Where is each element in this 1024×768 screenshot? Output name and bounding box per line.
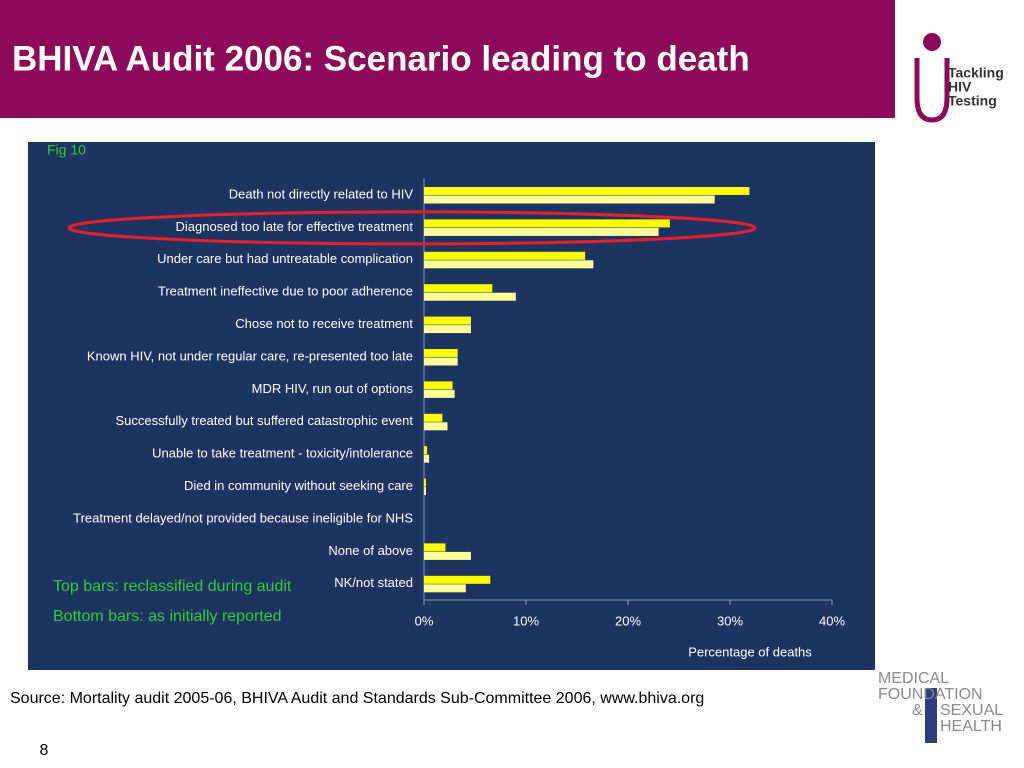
category-label: Death not directly related to HIV bbox=[229, 186, 414, 201]
bar bbox=[424, 543, 446, 552]
logo-text: MEDICAL bbox=[878, 670, 949, 687]
x-tick-label: 40% bbox=[819, 613, 845, 628]
bar bbox=[424, 349, 458, 357]
bar bbox=[424, 389, 455, 398]
logo-dot bbox=[923, 33, 941, 51]
logo-shape bbox=[914, 58, 950, 123]
page-number: 8 bbox=[40, 742, 49, 759]
bar bbox=[424, 284, 493, 293]
category-label: Unable to take treatment - toxicity/into… bbox=[152, 446, 413, 461]
bar bbox=[424, 357, 458, 366]
logo-text: HIV bbox=[948, 79, 972, 95]
logo-bottom: MEDICAL FOUNDATION & SEXUAL HEALTH bbox=[878, 670, 1003, 743]
category-label: MDR HIV, run out of options bbox=[252, 381, 414, 396]
bar bbox=[424, 187, 750, 195]
x-tick-label: 20% bbox=[615, 613, 641, 628]
category-label: Diagnosed too late for effective treatme… bbox=[175, 219, 413, 234]
bar bbox=[424, 575, 491, 584]
category-label: Under care but had untreatable complicat… bbox=[157, 251, 413, 266]
bar bbox=[424, 227, 659, 236]
category-label: Treatment ineffective due to poor adhere… bbox=[158, 284, 413, 299]
x-tick-label: 30% bbox=[717, 613, 743, 628]
header-bar bbox=[0, 0, 895, 118]
logo-top: Tackling HIV Testing bbox=[914, 33, 1004, 123]
bar bbox=[424, 219, 670, 228]
category-label: Treatment delayed/not provided because i… bbox=[73, 510, 413, 525]
logo-text: & bbox=[912, 702, 923, 719]
logo-text: SEXUAL bbox=[940, 702, 1003, 719]
category-label: None of above bbox=[328, 543, 413, 558]
slide-title: BHIVA Audit 2006: Scenario leading to de… bbox=[12, 39, 750, 78]
bar bbox=[424, 251, 586, 260]
category-label: Died in community without seeking care bbox=[184, 478, 413, 493]
bar bbox=[424, 325, 471, 334]
bar bbox=[424, 551, 471, 560]
bar bbox=[424, 195, 715, 204]
category-label: NK/not stated bbox=[334, 575, 413, 590]
category-label: Chose not to receive treatment bbox=[235, 316, 413, 331]
x-tick-label: 0% bbox=[415, 613, 434, 628]
bar bbox=[424, 478, 427, 487]
bar bbox=[424, 422, 448, 431]
bar bbox=[424, 413, 443, 422]
legend-entry: Bottom bars: as initially reported bbox=[53, 608, 282, 625]
x-tick-label: 10% bbox=[513, 613, 539, 628]
bar bbox=[424, 292, 516, 301]
category-label: Successfully treated but suffered catast… bbox=[116, 413, 414, 428]
bar bbox=[424, 584, 466, 593]
figure-label: Fig 10 bbox=[47, 142, 86, 158]
logo-bar bbox=[925, 688, 937, 743]
bar bbox=[424, 381, 453, 390]
category-label: Known HIV, not under regular care, re-pr… bbox=[87, 348, 413, 363]
logo-text: Tackling bbox=[948, 65, 1004, 81]
x-axis-label: Percentage of deaths bbox=[688, 644, 812, 659]
logo-text: HEALTH bbox=[940, 718, 1002, 735]
source: Source: Mortality audit 2005-06, BHIVA A… bbox=[10, 690, 704, 707]
highlight-ellipse bbox=[67, 210, 757, 246]
logo-text: FOUNDATION bbox=[878, 686, 983, 703]
bar bbox=[424, 446, 428, 455]
bar bbox=[424, 487, 427, 496]
legend-entry: Top bars: reclassified during audit bbox=[53, 578, 292, 595]
bar bbox=[424, 260, 594, 269]
plot: 0% 10% 20% 30% 40% Death not directly related… bbox=[73, 178, 845, 628]
bar bbox=[424, 316, 471, 325]
logo-text: Testing bbox=[948, 93, 997, 109]
bar bbox=[424, 454, 430, 463]
